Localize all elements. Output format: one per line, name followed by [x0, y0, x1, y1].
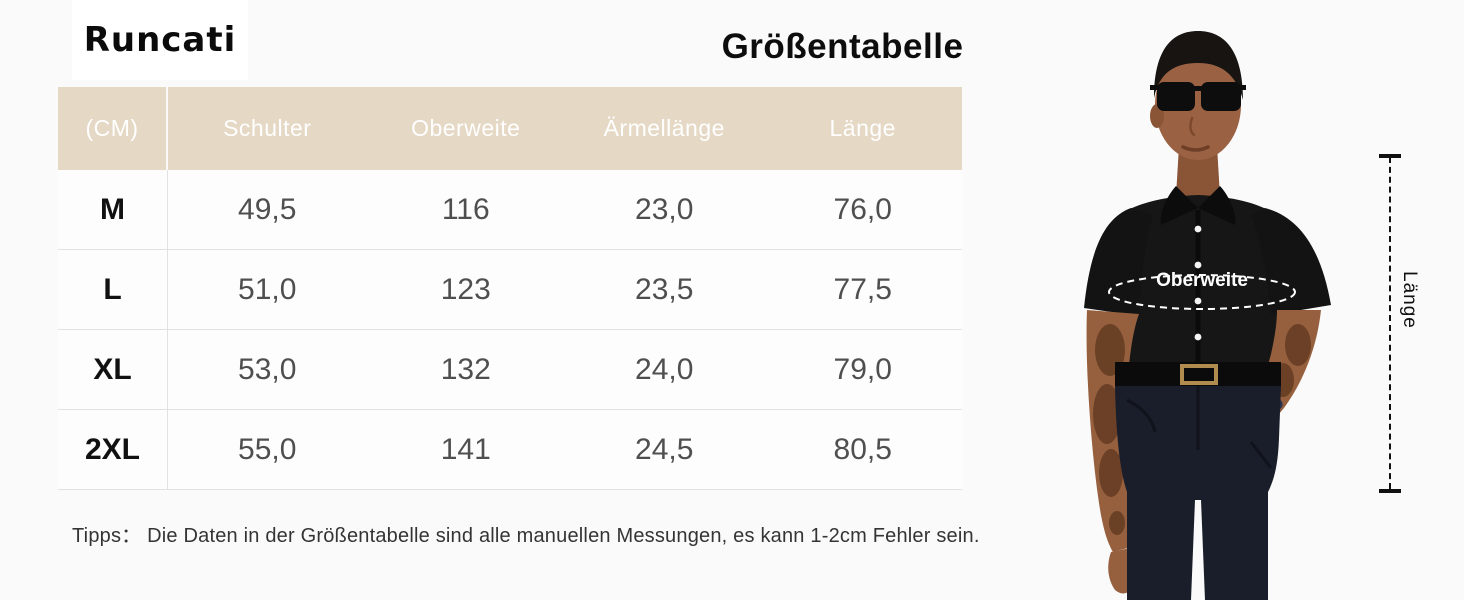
shirt-sleeve-right — [1251, 208, 1331, 315]
shirt-button — [1194, 225, 1202, 233]
man-hair — [1154, 31, 1243, 100]
arm-tattoos — [1093, 324, 1125, 535]
man-face — [1155, 50, 1241, 160]
value-cell: 53,0 — [238, 352, 297, 386]
value-cell: 116 — [441, 192, 490, 226]
column-header-laenge: Länge — [829, 115, 896, 141]
tips-note: Tipps： Die Daten in der Größentabelle si… — [72, 525, 980, 547]
model-photo-illustration: Oberweite — [1084, 31, 1331, 600]
size-cell: M — [58, 170, 168, 249]
brand-logo-text: Runcati — [83, 20, 237, 60]
shirt-collar — [1160, 186, 1198, 225]
chest-measure-ellipse — [1108, 274, 1296, 310]
size-table-header-row: (CM) Schulter Oberweite Ärmellänge Länge — [58, 87, 962, 170]
value-cell: 24,0 — [635, 352, 694, 386]
value-cell: 49,5 — [238, 192, 297, 226]
table-row-2xl: 2XL 55,0 141 24,5 80,5 — [58, 410, 962, 490]
model-photo: Oberweite — [1055, 18, 1355, 600]
column-header-oberweite: Oberweite — [411, 115, 521, 141]
value-cell: 132 — [440, 352, 491, 386]
jeans-pocket-line — [1249, 441, 1273, 469]
size-cell: XL — [58, 330, 168, 409]
value-cell: 24,5 — [635, 432, 694, 466]
value-cell: 80,5 — [833, 432, 892, 466]
length-measure-cap-top — [1379, 154, 1401, 158]
value-cell: 76,0 — [833, 192, 892, 226]
page-title: Größentabelle — [721, 27, 964, 66]
length-measure-label: Länge — [1399, 271, 1420, 329]
jeans-pocket-line — [1126, 398, 1157, 433]
shirt-button — [1194, 297, 1202, 305]
table-row-m: M 49,5 116 23,0 76,0 — [58, 170, 962, 250]
brand-logo: Runcati — [72, 0, 248, 80]
value-cell: 141 — [440, 432, 491, 466]
shirt-button — [1194, 261, 1202, 269]
value-cell: 123 — [440, 272, 491, 306]
jeans — [1115, 386, 1281, 600]
column-header-aermellaenge: Ärmellänge — [603, 115, 725, 141]
unit-header-cell: (CM) — [58, 87, 168, 170]
column-header-schulter: Schulter — [223, 115, 312, 141]
shirt-collar — [1198, 186, 1236, 225]
value-cell: 51,0 — [238, 272, 297, 306]
value-cell: 79,0 — [833, 352, 892, 386]
length-measure-line — [1389, 157, 1391, 489]
sunglasses — [1150, 82, 1246, 111]
value-cell: 23,0 — [635, 192, 694, 226]
value-cell: 55,0 — [238, 432, 297, 466]
man-neck — [1176, 146, 1220, 203]
table-row-l: L 51,0 123 23,5 77,5 — [58, 250, 962, 330]
chest-measure-label: Oberweite — [1156, 270, 1248, 291]
size-cell: 2XL — [58, 410, 168, 489]
length-measure-cap-bottom — [1379, 489, 1401, 493]
man-nose — [1189, 116, 1196, 137]
man-lips — [1181, 145, 1210, 152]
value-cell: 77,5 — [833, 272, 892, 306]
value-cell: 23,5 — [635, 272, 694, 306]
shirt-sleeve-left — [1084, 208, 1153, 316]
size-table: (CM) Schulter Oberweite Ärmellänge Länge… — [58, 87, 962, 490]
belt-buckle — [1180, 364, 1218, 385]
table-row-xl: XL 53,0 132 24,0 79,0 — [58, 330, 962, 410]
size-cell: L — [58, 250, 168, 329]
shirt-button — [1194, 333, 1202, 341]
